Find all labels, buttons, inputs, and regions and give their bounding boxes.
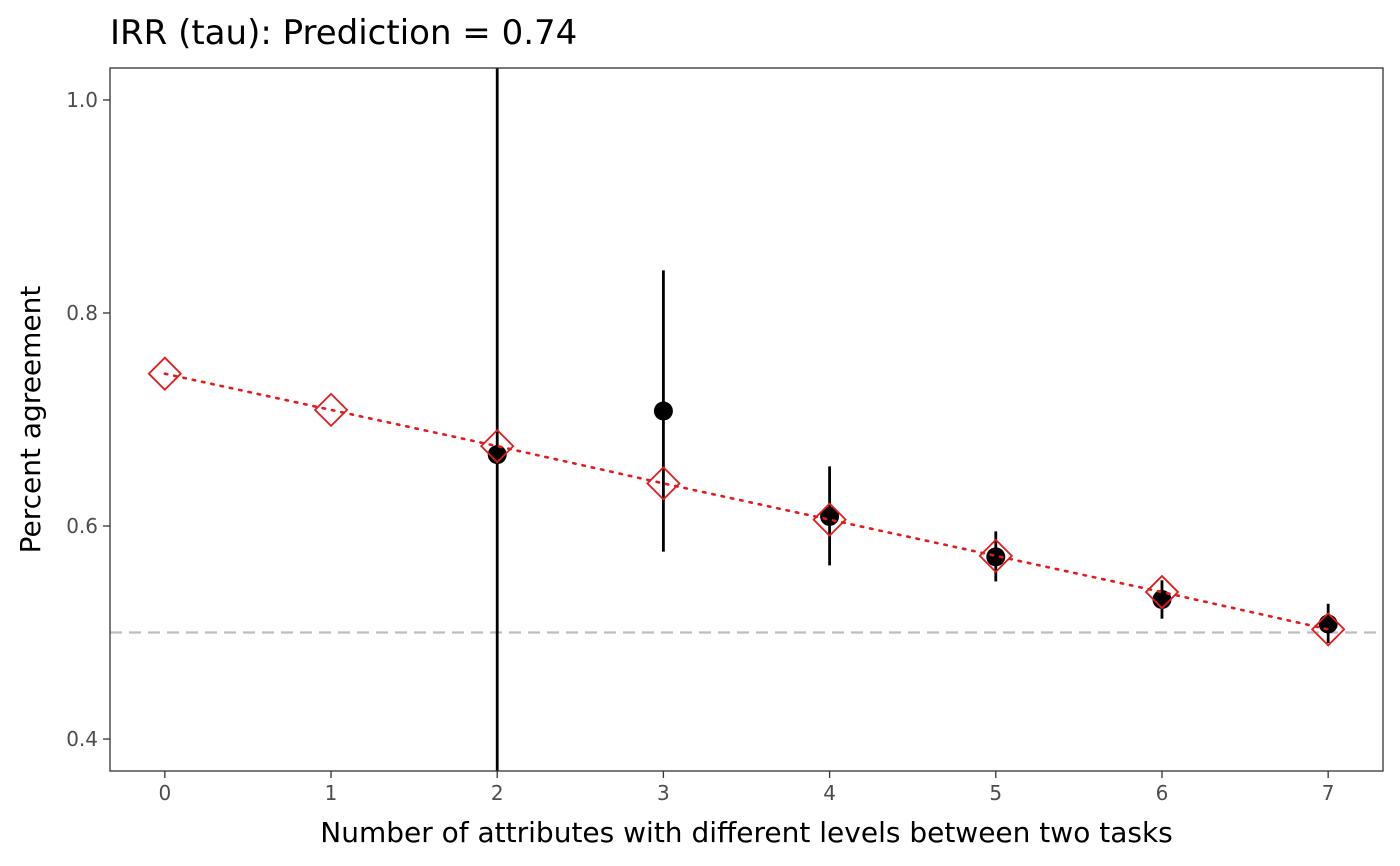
x-tick-label-5: 5 (989, 781, 1002, 805)
prediction-diamond-1 (313, 392, 349, 428)
prediction-diamond-7 (1310, 612, 1346, 647)
y-tick-label-3: 1.0 (66, 88, 98, 112)
y-tick-label-2: 0.8 (66, 301, 98, 325)
x-tick-label-6: 6 (1156, 781, 1169, 805)
prediction-diamond-3 (646, 466, 681, 501)
x-tick-label-4: 4 (823, 781, 836, 805)
x-tick-label-3: 3 (657, 781, 670, 805)
y-axis: 0.4 0.6 0.8 1.0 (66, 88, 110, 751)
x-tick-label-7: 7 (1322, 781, 1335, 805)
x-axis: 0 1 2 3 4 5 6 7 (158, 771, 1335, 805)
observed-point-3 (986, 547, 1006, 567)
chart-title: IRR (tau): Prediction = 0.74 (110, 13, 577, 53)
observed-point-1 (653, 401, 673, 421)
prediction-diamond-4 (812, 502, 847, 537)
panel-border (109, 67, 1384, 772)
prediction-diamond-5 (978, 538, 1014, 574)
y-tick-label-0: 0.4 (66, 727, 98, 751)
prediction-diamond-0 (147, 356, 183, 391)
prediction-diamond-6 (1144, 574, 1180, 610)
plot-area (110, 68, 1383, 771)
y-tick-label-1: 0.6 (66, 514, 98, 538)
x-axis-title: Number of attributes with different leve… (320, 816, 1173, 849)
x-tick-label-0: 0 (158, 781, 171, 805)
prediction-line (163, 372, 1330, 631)
observed-point-0 (487, 445, 507, 465)
prediction-diamond-2 (479, 428, 515, 464)
x-tick-label-1: 1 (325, 781, 338, 805)
y-axis-title: Percent agreement (14, 286, 47, 554)
x-tick-label-2: 2 (491, 781, 504, 805)
observed-point-5 (1318, 614, 1338, 634)
